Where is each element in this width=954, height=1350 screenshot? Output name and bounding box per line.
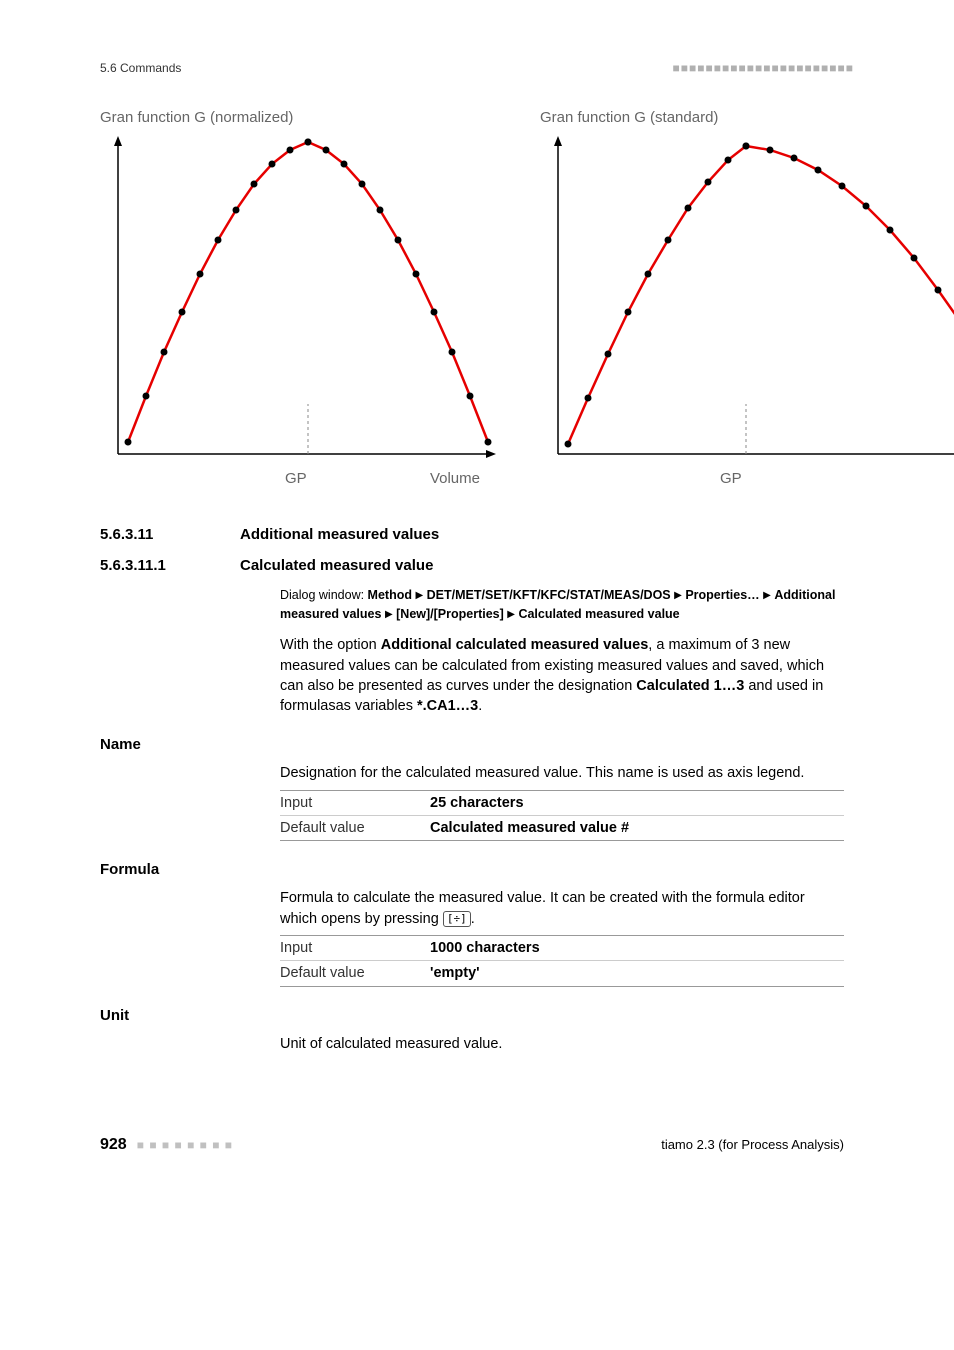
field-label-unit: Unit <box>0 1005 954 1026</box>
chart-svg-left <box>100 134 500 464</box>
chart-title: Gran function G (normalized) <box>100 107 500 128</box>
field-label-formula: Formula <box>0 859 954 880</box>
page-footer: 928 ■ ■ ■ ■ ■ ■ ■ ■ tiamo 2.3 (for Proce… <box>0 1134 954 1156</box>
x-label-gp: GP <box>285 468 307 489</box>
default-value: 'empty' <box>430 961 844 986</box>
default-label: Default value <box>280 816 430 841</box>
heading-5-6-3-11: 5.6.3.11 Additional measured values <box>0 524 954 545</box>
input-label: Input <box>280 935 430 960</box>
formula-table: Input 1000 characters Default value 'emp… <box>280 935 844 987</box>
footer-rule: ■ ■ ■ ■ ■ ■ ■ ■ <box>137 1138 233 1152</box>
formula-editor-icon[interactable]: [÷] <box>443 911 471 927</box>
page-number: 928 <box>100 1136 127 1153</box>
chart-normalized: Gran function G (normalized) GP Volume <box>100 107 500 489</box>
name-desc: Designation for the calculated measured … <box>280 763 844 783</box>
input-value: 1000 characters <box>430 935 844 960</box>
table-row: Default value 'empty' <box>280 961 844 986</box>
field-label-name: Name <box>0 734 954 755</box>
unit-block: Unit of calculated measured value. <box>280 1034 844 1054</box>
input-value: 25 characters <box>430 790 844 815</box>
table-row: Input 25 characters <box>280 790 844 815</box>
input-label: Input <box>280 790 430 815</box>
chart-svg-right <box>540 134 954 464</box>
unit-desc: Unit of calculated measured value. <box>280 1034 844 1054</box>
section-number: 5.6.3.11.1 <box>100 555 240 576</box>
document-title: tiamo 2.3 (for Process Analysis) <box>661 1136 844 1154</box>
section-title: Calculated measured value <box>240 555 433 576</box>
x-label-volume: Volume <box>430 468 480 489</box>
chart-title: Gran function G (standard) <box>540 107 954 128</box>
formula-desc: Formula to calculate the measured value.… <box>280 888 844 929</box>
default-value: Calculated measured value # <box>430 816 844 841</box>
section-number: 5.6.3.11 <box>100 524 240 545</box>
header-rule: ■■■■■■■■■■■■■■■■■■■■■■ <box>673 60 854 77</box>
table-row: Default value Calculated measured value … <box>280 816 844 841</box>
intro-paragraph: With the option Additional calculated me… <box>280 635 844 716</box>
section-path: 5.6 Commands <box>100 60 181 77</box>
charts-row: Gran function G (normalized) GP Volume G… <box>0 107 954 489</box>
formula-block: Formula to calculate the measured value.… <box>280 888 844 986</box>
table-row: Input 1000 characters <box>280 935 844 960</box>
name-block: Designation for the calculated measured … <box>280 763 844 841</box>
page-header: 5.6 Commands ■■■■■■■■■■■■■■■■■■■■■■ <box>0 60 954 77</box>
heading-5-6-3-11-1: 5.6.3.11.1 Calculated measured value <box>0 555 954 576</box>
chart-standard: Gran function G (standard) GP Volu <box>540 107 954 489</box>
x-label-gp: GP <box>720 468 742 489</box>
dialog-window-path: Dialog window: Method ▶ DET/MET/SET/KFT/… <box>280 586 844 624</box>
default-label: Default value <box>280 961 430 986</box>
name-table: Input 25 characters Default value Calcul… <box>280 790 844 842</box>
section-title: Additional measured values <box>240 524 439 545</box>
